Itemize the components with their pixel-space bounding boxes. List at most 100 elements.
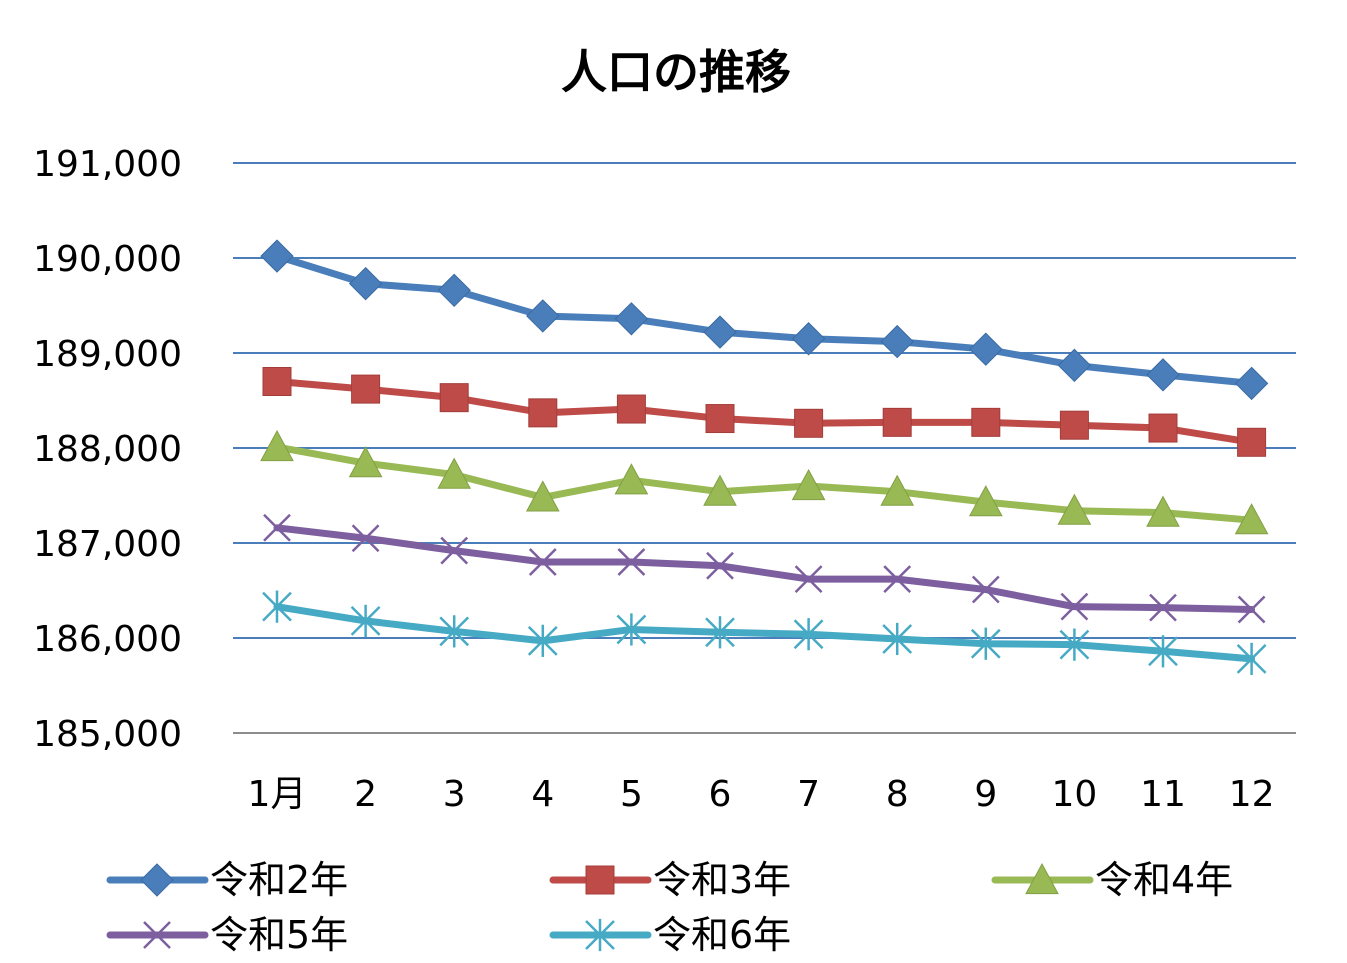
series-line — [273, 252, 1256, 387]
data-point — [528, 398, 558, 428]
data-point — [526, 299, 560, 333]
y-axis-ticks: 185,000 186,000 187,000 188,000 189,000 190,0… — [33, 144, 182, 755]
data-point — [614, 302, 649, 336]
data-point — [1146, 358, 1180, 392]
series-1 — [260, 239, 1269, 401]
data-point — [617, 548, 646, 576]
series-lines — [260, 239, 1269, 675]
data-point — [706, 551, 734, 580]
x-tick-label: 2 — [354, 774, 377, 815]
x-tick-label: 8 — [886, 774, 909, 815]
legend-marker — [585, 865, 615, 895]
data-point — [970, 627, 1001, 660]
data-point — [794, 408, 824, 438]
data-point — [1234, 503, 1269, 535]
legend-label: 令和5年 — [210, 913, 348, 957]
data-point — [705, 616, 735, 649]
series-line — [273, 524, 1256, 613]
y-tick-label: 185,000 — [33, 714, 182, 755]
data-point — [793, 618, 824, 651]
data-point — [528, 548, 557, 576]
series-4 — [263, 513, 1266, 624]
data-point — [794, 565, 823, 593]
data-point — [1059, 410, 1089, 440]
data-point — [1057, 493, 1092, 525]
x-tick-label: 9 — [974, 774, 997, 815]
x-tick-label: 5 — [620, 774, 643, 815]
series-line — [273, 603, 1256, 663]
data-point — [527, 624, 558, 657]
data-point — [260, 429, 294, 462]
data-point — [616, 613, 647, 646]
data-point — [791, 322, 826, 356]
x-tick-label: 4 — [531, 774, 554, 815]
y-tick-label: 188,000 — [33, 429, 182, 470]
data-point — [351, 374, 381, 404]
data-point — [969, 332, 1003, 366]
data-point — [437, 457, 472, 489]
data-point — [1237, 595, 1266, 624]
legend-item: 令和2年 — [106, 858, 348, 902]
y-tick-label: 189,000 — [33, 334, 182, 375]
y-tick-label: 191,000 — [33, 144, 182, 185]
legend-label: 令和4年 — [1095, 858, 1233, 902]
data-point — [705, 404, 735, 434]
data-point — [616, 394, 646, 424]
data-point — [882, 622, 913, 656]
data-point — [439, 615, 470, 648]
data-point — [703, 315, 737, 349]
data-point — [351, 524, 380, 553]
x-tick-label: 7 — [797, 774, 820, 815]
data-point — [439, 383, 469, 413]
data-point — [971, 575, 1000, 604]
data-point — [262, 590, 292, 623]
legend-marker — [140, 863, 174, 897]
data-point — [263, 513, 291, 542]
data-point — [1148, 413, 1178, 443]
data-point — [525, 480, 560, 512]
legend-marker — [585, 918, 615, 952]
data-point — [348, 266, 383, 301]
series-2 — [262, 367, 1267, 457]
chart-title: 人口の推移 — [561, 45, 791, 99]
data-point — [614, 463, 649, 495]
data-point — [1146, 495, 1180, 527]
data-point — [1059, 628, 1090, 661]
data-point — [1057, 348, 1092, 383]
x-tick-label: 10 — [1051, 774, 1097, 815]
data-point — [350, 604, 381, 637]
data-point — [1236, 642, 1267, 675]
data-point — [1148, 635, 1178, 668]
legend-item: 令和6年 — [549, 913, 791, 957]
data-point — [262, 367, 292, 396]
y-tick-label: 186,000 — [33, 619, 182, 660]
data-point — [1060, 592, 1089, 621]
legend-item: 令和3年 — [549, 858, 791, 902]
data-point — [883, 565, 912, 593]
legend-label: 令和6年 — [653, 913, 791, 957]
x-tick-label: 6 — [709, 774, 732, 815]
x-axis-ticks: 1月 2 3 4 5 6 7 8 9 10 11 12 — [248, 774, 1275, 815]
data-point — [1237, 427, 1267, 457]
data-point — [348, 446, 383, 478]
data-point — [1234, 366, 1269, 401]
x-tick-label: 3 — [443, 774, 466, 815]
x-tick-label: 11 — [1140, 774, 1186, 815]
data-point — [882, 407, 912, 437]
data-point — [880, 474, 915, 506]
legend-item: 令和4年 — [991, 858, 1233, 902]
legend-label: 令和3年 — [653, 858, 791, 902]
data-point — [880, 324, 914, 359]
series-5 — [262, 590, 1267, 675]
data-point — [260, 239, 294, 273]
data-point — [971, 407, 1001, 437]
legend-marker — [143, 921, 171, 949]
data-point — [703, 474, 737, 506]
x-tick-label: 1月 — [248, 774, 307, 815]
series-3 — [260, 429, 1269, 535]
legend-item: 令和5年 — [106, 913, 348, 957]
series-line — [273, 443, 1256, 524]
series-line — [273, 378, 1256, 446]
data-point — [791, 468, 826, 501]
